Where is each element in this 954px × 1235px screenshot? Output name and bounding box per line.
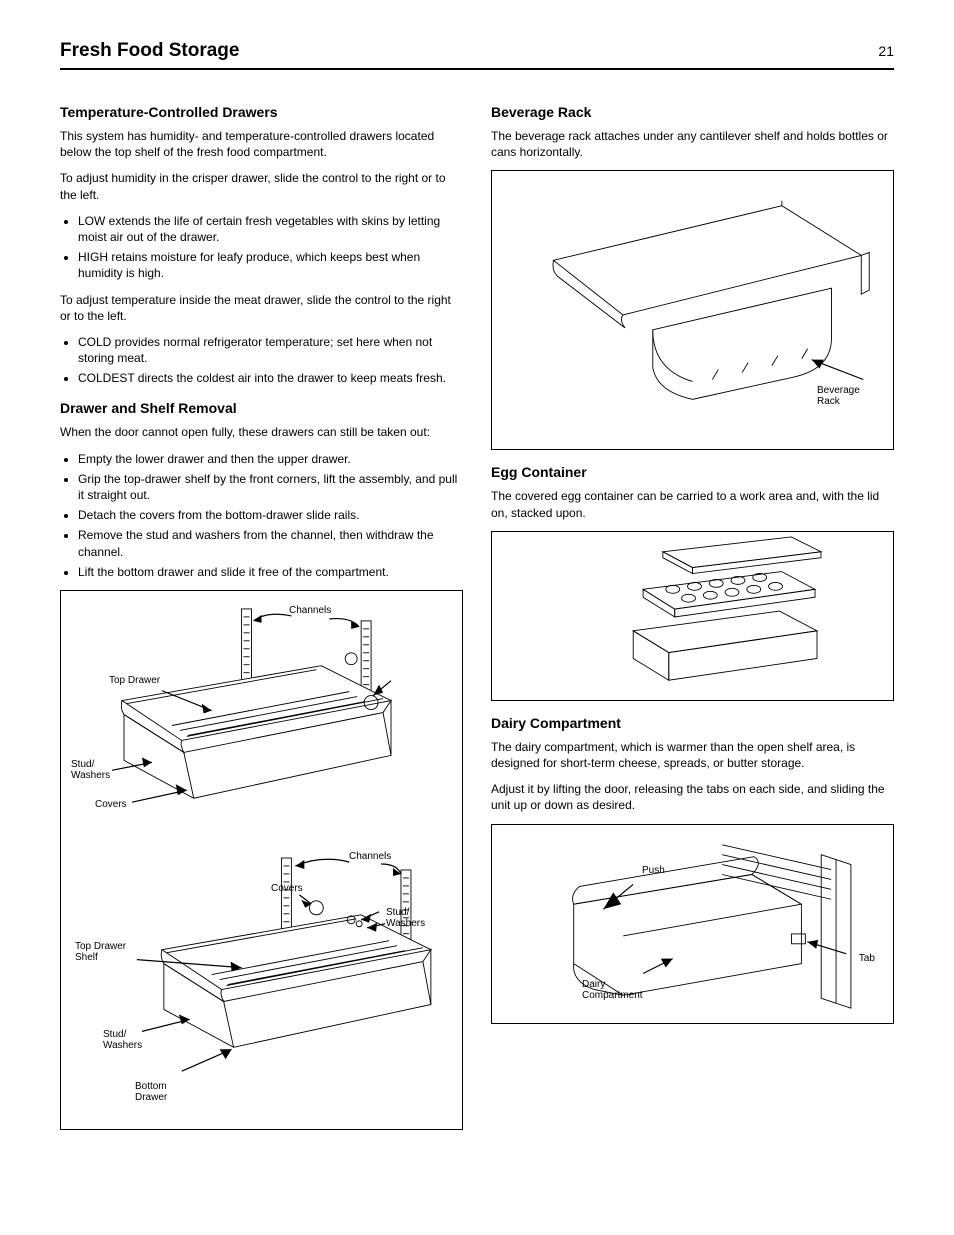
callout-top-drawer: Top Drawer: [109, 675, 160, 686]
temp-drawers-para-2: To adjust humidity in the crisper drawer…: [60, 170, 463, 202]
beverage-rack-svg: [492, 171, 893, 449]
removal-step-3: Detach the covers from the bottom-drawer…: [78, 507, 463, 523]
figure-egg-container: [491, 531, 894, 701]
left-column: Temperature-Controlled Drawers This syst…: [60, 90, 463, 1144]
temp-drawers-para-1: This system has humidity- and temperatur…: [60, 128, 463, 160]
dairy-svg: [492, 825, 893, 1023]
figure-drawer-removal: Channels Top Drawer Stud/ Washers Covers…: [60, 590, 463, 1130]
humidity-bullet-high: HIGH retains moisture for leafy produce,…: [78, 249, 463, 281]
callout-covers-2: Covers: [271, 883, 303, 894]
callout-covers-1: Covers: [95, 799, 127, 810]
callout-beverage-rack: Beverage Rack: [817, 385, 873, 407]
callout-bottom-drawer: Bottom Drawer: [135, 1081, 185, 1103]
callout-top-shelf: Top Drawer Shelf: [75, 941, 131, 963]
dairy-heading: Dairy Compartment: [491, 715, 894, 731]
removal-heading: Drawer and Shelf Removal: [60, 400, 463, 416]
callout-stud-1: Stud/ Washers: [71, 759, 111, 781]
dairy-para-2: Adjust it by lifting the door, releasing…: [491, 781, 894, 813]
removal-step-4: Remove the stud and washers from the cha…: [78, 527, 463, 559]
right-column: Beverage Rack The beverage rack attaches…: [491, 90, 894, 1144]
callout-channels-1: Channels: [289, 605, 331, 616]
temp-bullet-cold: COLD provides normal refrigerator temper…: [78, 334, 463, 366]
callout-stud-2: Stud/ Washers: [386, 907, 430, 929]
removal-step-1: Empty the lower drawer and then the uppe…: [78, 451, 463, 467]
figure-beverage-rack: Beverage Rack: [491, 170, 894, 450]
page-number: 21: [878, 43, 894, 59]
page-title: Fresh Food Storage: [60, 40, 239, 62]
temp-bullets: COLD provides normal refrigerator temper…: [60, 334, 463, 387]
egg-container-heading: Egg Container: [491, 464, 894, 480]
callout-dairy: Dairy Compartment: [582, 979, 652, 1001]
egg-container-para: The covered egg container can be carried…: [491, 488, 894, 520]
dairy-para-1: The dairy compartment, which is warmer t…: [491, 739, 894, 771]
callout-stud-3: Stud/ Washers: [103, 1029, 147, 1051]
callout-tab: Tab: [859, 953, 875, 964]
two-column-layout: Temperature-Controlled Drawers This syst…: [60, 90, 894, 1144]
figure-dairy: Push Dairy Compartment Tab: [491, 824, 894, 1024]
egg-container-svg: [492, 532, 893, 700]
callout-channels-2: Channels: [349, 851, 391, 862]
removal-step-2: Grip the top-drawer shelf by the front c…: [78, 471, 463, 503]
page-header: Fresh Food Storage 21: [60, 40, 894, 70]
beverage-rack-heading: Beverage Rack: [491, 104, 894, 120]
removal-step-5: Lift the bottom drawer and slide it free…: [78, 564, 463, 580]
beverage-rack-para: The beverage rack attaches under any can…: [491, 128, 894, 160]
temp-bullet-coldest: COLDEST directs the coldest air into the…: [78, 370, 463, 386]
callout-push: Push: [642, 865, 665, 876]
humidity-bullets: LOW extends the life of certain fresh ve…: [60, 213, 463, 282]
removal-steps: Empty the lower drawer and then the uppe…: [60, 451, 463, 580]
humidity-bullet-low: LOW extends the life of certain fresh ve…: [78, 213, 463, 245]
removal-intro: When the door cannot open fully, these d…: [60, 424, 463, 440]
temp-drawers-para-3: To adjust temperature inside the meat dr…: [60, 292, 463, 324]
temp-drawers-heading: Temperature-Controlled Drawers: [60, 104, 463, 120]
